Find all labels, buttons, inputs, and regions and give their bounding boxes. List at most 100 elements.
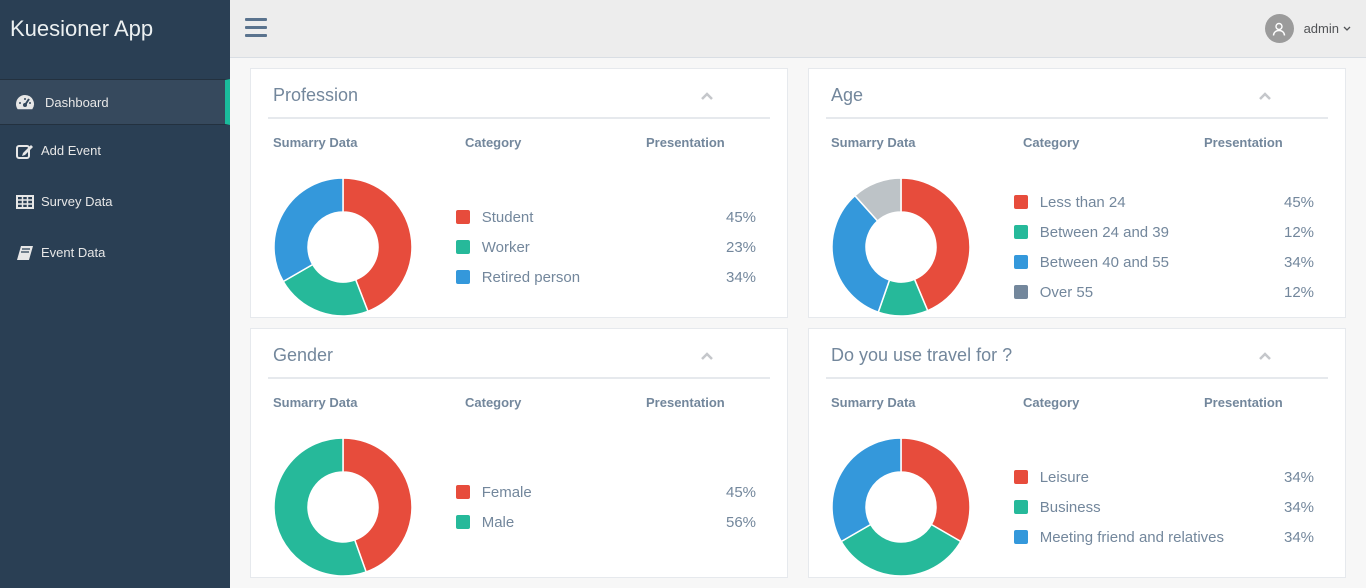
legend-item: Student 45% [456, 207, 756, 227]
donut-chart [273, 177, 413, 317]
menu-toggle-icon[interactable] [245, 18, 267, 38]
column-header-presentation: Presentation [646, 395, 725, 410]
legend-label: Leisure [1039, 468, 1089, 486]
book-icon [14, 244, 36, 262]
legend-swatch [1014, 470, 1028, 484]
legend-percentage: 23% [725, 238, 757, 256]
legend-label: Over 55 [1039, 283, 1094, 301]
panel-divider [268, 117, 770, 119]
donut-slice [840, 523, 962, 577]
legend-label: Retired person [481, 268, 581, 286]
legend-percentage: 45% [725, 483, 757, 501]
legend-label: Business [1039, 498, 1101, 516]
sidebar-item-survey-data[interactable]: Survey Data [0, 176, 230, 227]
legend-swatch [456, 240, 470, 254]
donut-slice [900, 177, 971, 312]
column-header-summary: Sumarry Data [273, 135, 358, 150]
donut-slice [342, 177, 413, 313]
column-header-category: Category [465, 135, 522, 150]
sidebar-nav: Dashboard Add Event Survey Data Event Da… [0, 79, 230, 278]
donut-slice [831, 437, 902, 543]
chevron-up-icon[interactable] [699, 349, 715, 363]
column-header-presentation: Presentation [1204, 135, 1283, 150]
legend-percentage: 34% [1283, 253, 1315, 271]
legend-item: Between 24 and 39 12% [1014, 222, 1314, 242]
sidebar-item-label: Survey Data [41, 194, 113, 209]
legend-swatch [1014, 225, 1028, 239]
donut-slice [900, 437, 971, 543]
donut-chart [831, 437, 971, 577]
legend-item: Retired person 34% [456, 267, 756, 287]
panel-age: Age Sumarry Data Category Presentation L… [808, 68, 1346, 318]
legend-percentage: 34% [1283, 498, 1315, 516]
column-header-summary: Sumarry Data [831, 395, 916, 410]
donut-slice [853, 177, 902, 223]
sidebar-item-label: Dashboard [45, 94, 109, 110]
column-header-summary: Sumarry Data [273, 395, 358, 410]
legend-percentage: 34% [1283, 528, 1315, 546]
dashboard-icon [14, 93, 36, 111]
legend-percentage: 34% [1283, 468, 1315, 486]
chevron-down-icon [1343, 26, 1351, 31]
sidebar-item-event-data[interactable]: Event Data [0, 227, 230, 278]
legend-swatch [1014, 285, 1028, 299]
donut-slice [273, 177, 344, 283]
chevron-up-icon[interactable] [699, 89, 715, 103]
legend-swatch [1014, 195, 1028, 209]
column-header-category: Category [1023, 395, 1080, 410]
column-header-category: Category [1023, 135, 1080, 150]
legend-swatch [1014, 530, 1028, 544]
donut-chart [831, 177, 971, 317]
edit-icon [14, 142, 36, 160]
legend-item: Worker 23% [456, 237, 756, 257]
legend-percentage: 56% [725, 513, 757, 531]
legend-label: Male [481, 513, 515, 531]
column-header-presentation: Presentation [646, 135, 725, 150]
legend-swatch [456, 515, 470, 529]
panel-travel-purpose: Do you use travel for ? Sumarry Data Cat… [808, 328, 1346, 578]
legend-percentage: 45% [1283, 193, 1315, 211]
chevron-up-icon[interactable] [1257, 349, 1273, 363]
legend-item: Business 34% [1014, 497, 1314, 517]
legend-label: Female [481, 483, 532, 501]
column-header-presentation: Presentation [1204, 395, 1283, 410]
panel-title: Profession [273, 85, 359, 105]
legend-label: Student [481, 208, 534, 226]
column-header-summary: Sumarry Data [831, 135, 916, 150]
chevron-up-icon[interactable] [1257, 89, 1273, 103]
donut-slice [273, 437, 368, 577]
legend-swatch [1014, 255, 1028, 269]
sidebar: Kuesioner App Dashboard Add Event Survey… [0, 0, 230, 588]
legend-percentage: 12% [1283, 283, 1315, 301]
donut-slice [342, 437, 413, 573]
panel-title: Gender [273, 345, 334, 365]
panel-profession: Profession Sumarry Data Category Present… [250, 68, 788, 318]
legend-item: Leisure 34% [1014, 467, 1314, 487]
legend-swatch [456, 270, 470, 284]
legend-swatch [456, 210, 470, 224]
legend-swatch [1014, 500, 1028, 514]
legend-item: Male 56% [456, 512, 756, 532]
panel-title: Do you use travel for ? [831, 345, 1013, 365]
legend-label: Meeting friend and relatives [1039, 528, 1224, 546]
app-title[interactable]: Kuesioner App [10, 16, 154, 41]
top-navbar: admin [230, 0, 1366, 58]
legend-percentage: 12% [1283, 223, 1315, 241]
user-menu[interactable]: admin [1264, 14, 1351, 43]
legend-label: Less than 24 [1039, 193, 1126, 211]
table-icon [14, 193, 36, 211]
sidebar-item-add-event[interactable]: Add Event [0, 125, 230, 176]
legend-item: Between 40 and 55 34% [1014, 252, 1314, 272]
legend-label: Between 40 and 55 [1039, 253, 1169, 271]
panel-divider [826, 377, 1328, 379]
legend-label: Between 24 and 39 [1039, 223, 1169, 241]
legend-label: Worker [481, 238, 530, 256]
legend-item: Less than 24 45% [1014, 192, 1314, 212]
user-name: admin [1303, 21, 1339, 36]
panel-divider [826, 117, 1328, 119]
panel-gender: Gender Sumarry Data Category Presentatio… [250, 328, 788, 578]
avatar[interactable] [1264, 14, 1294, 43]
legend-percentage: 34% [725, 268, 757, 286]
sidebar-item-dashboard[interactable]: Dashboard [0, 79, 230, 125]
legend-swatch [456, 485, 470, 499]
